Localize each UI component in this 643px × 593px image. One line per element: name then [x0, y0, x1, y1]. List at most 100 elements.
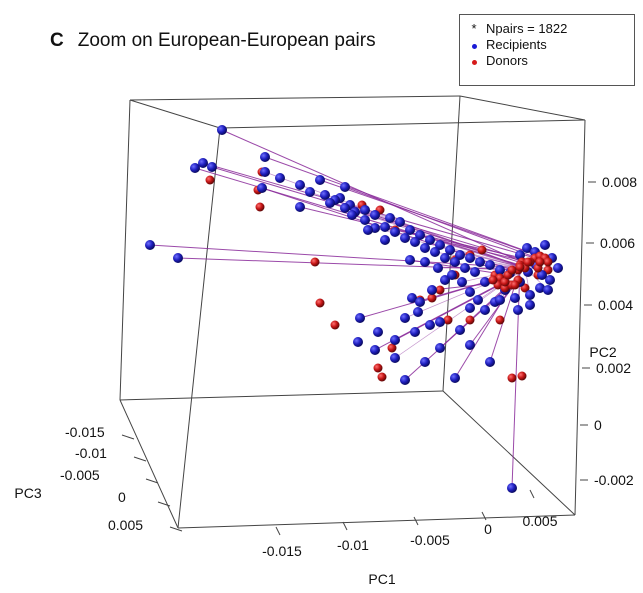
recipient-point	[515, 250, 525, 260]
legend-item-recipients: Recipients	[468, 36, 634, 52]
recipient-point	[495, 295, 505, 305]
recipient-point	[507, 483, 517, 493]
recipient-point	[495, 265, 505, 275]
recipient-point	[545, 275, 555, 285]
box-edge	[177, 127, 221, 529]
asterisk-icon: *	[471, 20, 477, 36]
recipient-point	[400, 375, 410, 385]
recipient-point	[400, 313, 410, 323]
recipient-point	[257, 183, 267, 193]
recipient-point	[198, 158, 208, 168]
recipient-point	[525, 290, 535, 300]
blue-dot-icon	[468, 37, 480, 52]
donor-point	[543, 257, 553, 267]
recipient-point	[325, 198, 335, 208]
legend-label-donors: Donors	[486, 52, 528, 68]
recipient-point	[295, 180, 305, 190]
recipient-point	[525, 300, 535, 310]
recipient-point	[440, 275, 450, 285]
recipient-point	[305, 187, 315, 197]
recipient-point	[455, 325, 465, 335]
donor-point	[507, 265, 517, 275]
recipient-point	[465, 340, 475, 350]
recipient-point	[353, 337, 363, 347]
donor-point	[377, 372, 387, 382]
recipient-point	[485, 260, 495, 270]
recipient-point	[480, 305, 490, 315]
recipient-point	[435, 240, 445, 250]
donor-point	[465, 315, 475, 325]
donor-point	[515, 262, 525, 272]
tick-mark-pc3	[145, 478, 159, 484]
recipient-point	[373, 327, 383, 337]
tick-label-pc2: 0.008	[602, 174, 637, 190]
axes: PC2 PC3 PC1 -0.002 0 0.002 0.004 0.006 0.008 -…	[14, 174, 637, 587]
axis-title-pc2: PC2	[589, 344, 616, 360]
donor-point	[387, 343, 397, 353]
axis-title-pc3: PC3	[14, 485, 41, 501]
recipient-point	[553, 263, 563, 273]
red-dot-icon	[468, 53, 480, 68]
recipient-point	[400, 233, 410, 243]
donor-point	[477, 245, 487, 255]
donor-point	[435, 285, 445, 295]
tick-mark-pc3	[169, 526, 183, 532]
recipient-point	[363, 225, 373, 235]
donor-point	[255, 202, 265, 212]
recipient-point	[415, 297, 425, 307]
recipient-point	[410, 327, 420, 337]
recipient-point	[433, 263, 443, 273]
tick-label-pc2: -0.002	[594, 472, 634, 488]
recipient-point	[465, 253, 475, 263]
recipient-point	[275, 173, 285, 183]
box-edge	[574, 119, 586, 516]
legend-label-recipients: Recipients	[486, 36, 547, 52]
recipient-point	[320, 190, 330, 200]
tick-mark-pc1	[529, 489, 535, 499]
donor-point	[488, 275, 498, 285]
recipient-point	[485, 357, 495, 367]
donor-point	[535, 257, 545, 267]
donor-point	[495, 315, 505, 325]
tick-label-pc2: 0.002	[596, 360, 631, 376]
chart-title: C Zoom on European-European pairs	[50, 30, 376, 52]
donor-point	[373, 363, 383, 373]
legend: * Npairs = 1822 Recipients Donors	[459, 14, 635, 86]
recipient-point	[360, 205, 370, 215]
recipient-point	[390, 335, 400, 345]
recipient-point	[475, 257, 485, 267]
recipient-point	[145, 240, 155, 250]
recipient-point	[420, 243, 430, 253]
recipient-point	[217, 125, 227, 135]
recipient-point	[420, 257, 430, 267]
box-edge	[129, 95, 461, 101]
axis-title-pc1: PC1	[368, 571, 395, 587]
tick-label-pc3: 0	[118, 489, 126, 505]
tick-label-pc1: -0.005	[410, 532, 450, 548]
recipient-point	[315, 175, 325, 185]
recipient-point	[510, 293, 520, 303]
box-edge	[119, 399, 179, 529]
recipient-point	[380, 222, 390, 232]
tick-label-pc2: 0	[594, 417, 602, 433]
recipient-point	[405, 225, 415, 235]
recipient-point	[340, 182, 350, 192]
recipient-point	[420, 357, 430, 367]
recipient-point	[370, 210, 380, 220]
tick-label-pc2: 0.006	[600, 235, 635, 251]
box-edge	[459, 95, 586, 121]
recipient-point	[465, 303, 475, 313]
recipient-point	[540, 240, 550, 250]
recipient-point	[535, 283, 545, 293]
pair-line	[469, 279, 519, 346]
recipient-point	[543, 285, 553, 295]
donor-point	[315, 298, 325, 308]
recipient-point	[513, 305, 523, 315]
recipient-point	[340, 203, 350, 213]
tick-mark-pc1	[413, 516, 419, 526]
panel-letter: C	[50, 30, 64, 51]
tick-label-pc3: -0.005	[60, 467, 100, 483]
donor-point	[205, 175, 215, 185]
legend-item-npairs: * Npairs = 1822	[468, 20, 634, 36]
